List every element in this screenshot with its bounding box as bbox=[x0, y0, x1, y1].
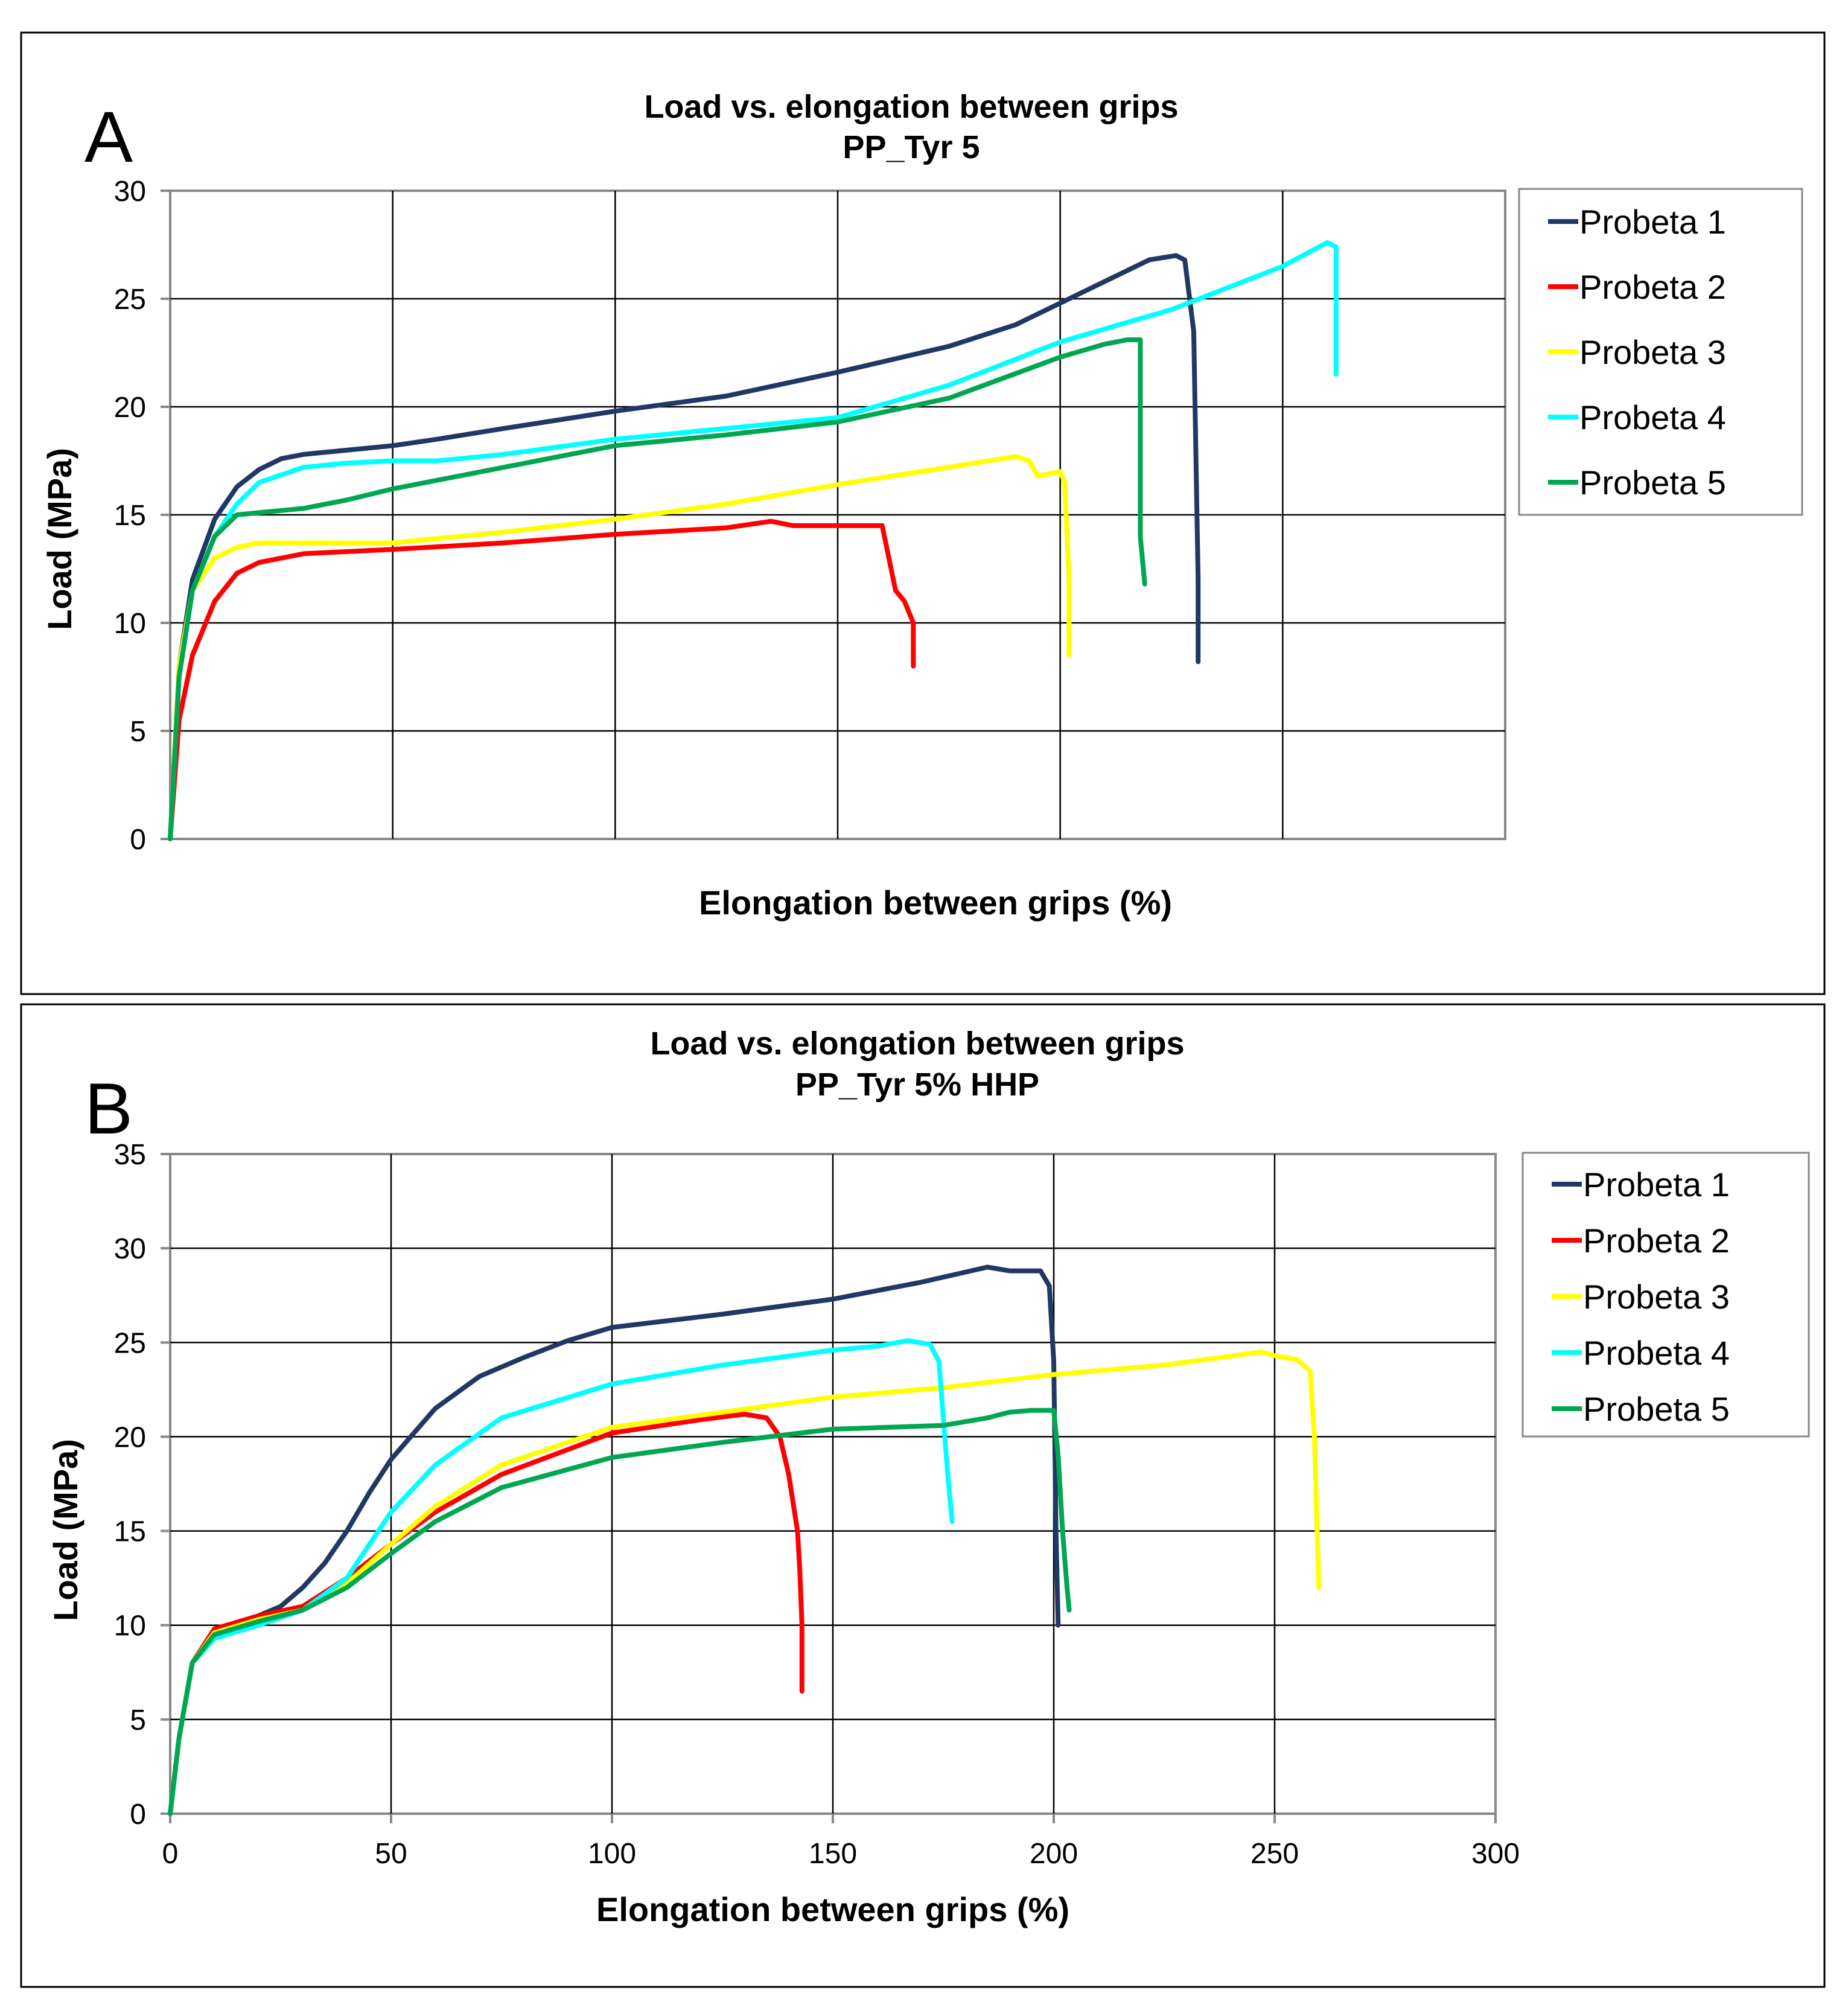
panel-a-legend-label-probeta-2: Probeta 2 bbox=[1579, 268, 1726, 306]
panel-a-legend-label-probeta-1: Probeta 1 bbox=[1579, 203, 1726, 241]
panel-a-y-tick-label: 30 bbox=[114, 176, 146, 208]
panel-a-y-tick-label: 0 bbox=[130, 824, 146, 856]
panel-b-y-tick-label: 30 bbox=[114, 1233, 146, 1265]
panel-b-series-line-probeta-5 bbox=[168, 1407, 1072, 1816]
panel-b-y-tick-label: 20 bbox=[114, 1421, 146, 1453]
panel-a-title: Load vs. elongation between grips bbox=[644, 89, 1178, 125]
panel-b-title: Load vs. elongation between grips bbox=[650, 1025, 1184, 1062]
panel-a-series-line-probeta-3 bbox=[168, 454, 1072, 841]
panel-a-y-tick-label: 15 bbox=[114, 500, 146, 532]
panel-b-y-tick-label: 0 bbox=[130, 1799, 146, 1831]
panel-b-legend-label-probeta-4: Probeta 4 bbox=[1583, 1334, 1730, 1372]
panel-b-x-tick-label: 100 bbox=[588, 1838, 636, 1870]
panel-a-y-tick-label: 10 bbox=[114, 608, 146, 640]
panel-a-series-line-probeta-4 bbox=[168, 240, 1339, 841]
panel-a-subtitle: PP_Tyr 5 bbox=[843, 129, 980, 165]
panel-a-legend-label-probeta-5: Probeta 5 bbox=[1579, 464, 1726, 502]
panel-b-y-tick-label: 10 bbox=[114, 1610, 146, 1642]
panel-b-y-tick-label: 5 bbox=[130, 1704, 146, 1736]
panel-b-x-tick-label: 250 bbox=[1251, 1838, 1299, 1870]
panel-a-y-tick-label: 25 bbox=[114, 284, 146, 316]
panel-a-y-axis-title: Load (MPa) bbox=[40, 448, 78, 630]
panel-b-legend-label-probeta-5: Probeta 5 bbox=[1583, 1390, 1730, 1428]
chart-panel-a: A Load vs. elongation between grips PP_T… bbox=[20, 31, 1826, 995]
panel-b-legend-label-probeta-2: Probeta 2 bbox=[1583, 1222, 1730, 1260]
panel-b-x-tick-label: 200 bbox=[1030, 1838, 1078, 1870]
panel-b-series-line-probeta-2 bbox=[168, 1412, 805, 1816]
panel-a-legend: Probeta 1 Probeta 2 Probeta 3 Probeta 4 Prob… bbox=[1518, 188, 1803, 516]
panel-b-y-tick-label: 35 bbox=[114, 1139, 146, 1171]
panel-b-x-tick-label: 0 bbox=[162, 1838, 179, 1870]
panel-b-y-axis-title: Load (MPa) bbox=[46, 1439, 84, 1621]
panel-a-series-line-probeta-5 bbox=[168, 337, 1147, 841]
panel-b-frame bbox=[20, 1003, 1826, 1988]
panel-b-x-tick-label: 150 bbox=[809, 1838, 857, 1870]
panel-b-legend-label-probeta-3: Probeta 3 bbox=[1583, 1278, 1730, 1316]
panel-b-x-tick-label: 50 bbox=[375, 1838, 407, 1870]
panel-b-legend-label-probeta-1: Probeta 1 bbox=[1583, 1165, 1730, 1203]
panel-b-series-line-probeta-4 bbox=[168, 1338, 955, 1816]
panel-b-x-axis-title: Elongation between grips (%) bbox=[596, 1890, 1069, 1928]
panel-b-y-tick-label: 25 bbox=[114, 1327, 146, 1359]
panel-a-series-line-probeta-1 bbox=[168, 253, 1201, 841]
panel-a-y-tick-label: 20 bbox=[114, 392, 146, 424]
panel-a-letter: A bbox=[84, 97, 133, 177]
panel-a-x-axis-title: Elongation between grips (%) bbox=[699, 884, 1172, 922]
panel-b-legend: Probeta 1 Probeta 2 Probeta 3 Probeta 4 Prob… bbox=[1521, 1152, 1810, 1438]
panel-a-legend-label-probeta-3: Probeta 3 bbox=[1579, 333, 1726, 371]
panel-a-frame bbox=[20, 31, 1826, 995]
panel-a-y-tick-label: 5 bbox=[130, 716, 146, 748]
panel-b-letter: B bbox=[84, 1068, 133, 1149]
panel-a-series-line-probeta-2 bbox=[168, 518, 916, 841]
panel-b-x-tick-label: 300 bbox=[1471, 1838, 1520, 1870]
panel-b-subtitle: PP_Tyr 5% HHP bbox=[795, 1066, 1039, 1103]
panel-b-y-tick-label: 15 bbox=[114, 1516, 146, 1548]
chart-panel-b: B Load vs. elongation between grips PP_T… bbox=[20, 1003, 1826, 1988]
panel-a-legend-label-probeta-4: Probeta 4 bbox=[1579, 398, 1726, 436]
